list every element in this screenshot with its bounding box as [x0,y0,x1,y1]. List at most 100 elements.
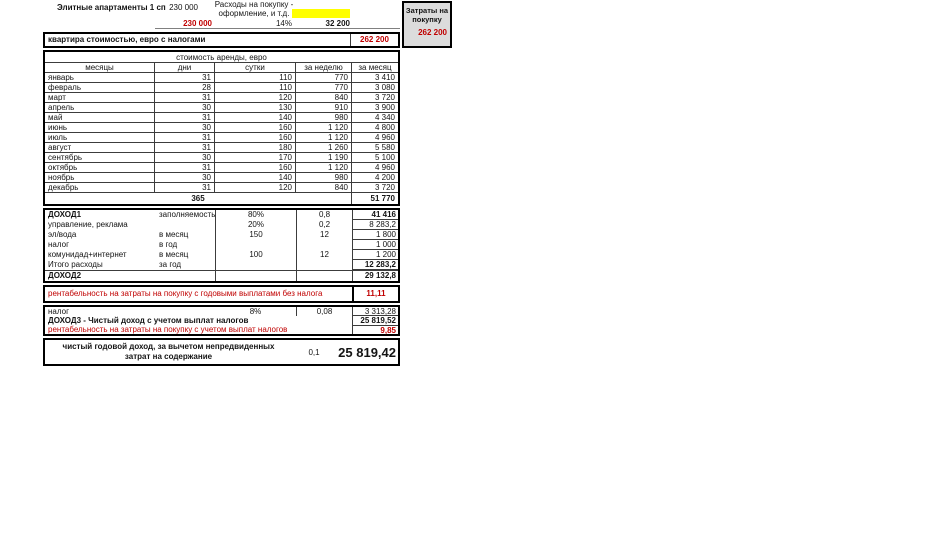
days-cell: 30 [155,123,215,133]
income-sublabel: в год [159,240,178,249]
income-sublabel: за год [159,260,182,269]
daily-rate-cell: 160 [215,133,296,143]
daily-rate-cell: 130 [215,103,296,113]
apartment-cost-row: квартира стоимостью, евро с налогами 262… [43,32,400,48]
monthly-total-cell: 3 720 [352,93,398,103]
net-income-label: чистый годовой доход, за вычетом непредв… [62,342,275,361]
income-factor-1: 80% [215,210,296,220]
month-name: январь [45,73,155,83]
income-factor-1: 20% [215,220,296,230]
monthly-total-cell: 4 960 [352,133,398,143]
month-row: октябрь 31 160 1 120 4 960 [45,163,398,173]
income-label: Итого расходы за год [45,260,215,270]
income-factor-2: 0,8 [296,210,352,220]
total-days: 365 [45,193,352,204]
month-row: январь 31 110 770 3 410 [45,73,398,83]
daily-rate-cell: 160 [215,163,296,173]
income-label: налог в год [45,240,215,250]
dohod3-value: 25 819,52 [352,316,398,325]
income-row-dohod2: ДОХОД2 29 132,8 [45,270,398,281]
net-income-value: 25 819,42 [338,344,396,360]
monthly-total-cell: 5 100 [352,153,398,163]
days-cell: 31 [155,183,215,193]
profitability-before-tax-row: рентабельность на затраты на покупку с г… [43,285,400,303]
weekly-rate-cell: 1 120 [296,133,352,143]
income-factor-1 [215,240,296,250]
days-cell: 28 [155,83,215,93]
days-cell: 31 [155,73,215,83]
income-row-management: управление, реклама 20% 0,2 8 283,2 [45,220,398,230]
income-factor-1 [215,260,296,270]
monthly-total-cell: 3 900 [352,103,398,113]
income-label-text: управление, реклама [48,220,128,229]
weekly-rate-cell: 910 [296,103,352,113]
tax-label: налог [48,307,69,316]
month-row: август 31 180 1 260 5 580 [45,143,398,153]
fees-percent: 14% [275,19,292,28]
header-divider [155,28,400,29]
weekly-rate-cell: 840 [296,183,352,193]
purchase-price: 230 000 [169,3,198,12]
weekly-rate-cell: 980 [296,113,352,123]
income-row-tax: налог в год 1 000 [45,240,398,250]
purchase-costs-box: Затраты на покупку 262 200 [402,1,452,48]
income-value: 29 132,8 [352,271,398,281]
income-value: 1 200 [352,250,398,260]
income-label-text: налог [48,240,69,249]
income-factor-1: 100 [215,250,296,260]
days-cell: 31 [155,143,215,153]
daily-rate-cell: 170 [215,153,296,163]
income-label-text: эл/вода [48,230,77,239]
month-row: ноябрь 30 140 980 4 200 [45,173,398,183]
income-row-community: комунидад+интернет в месяц 100 12 1 200 [45,250,398,260]
income-factor-2 [296,260,352,270]
days-cell: 31 [155,133,215,143]
expenses-highlight-cell [292,9,350,18]
rent-table-title: стоимость аренды, евро [45,52,398,63]
month-name: июль [45,133,155,143]
tax-rate-decimal: 0,08 [296,307,352,316]
income-factor-2 [296,271,352,281]
income-factor-1: 150 [215,230,296,240]
main-table-column: стоимость аренды, евро месяцы дни сутки … [43,50,400,366]
monthly-total-cell: 4 340 [352,113,398,123]
income-value: 12 283,2 [352,260,398,270]
weekly-rate-cell: 1 190 [296,153,352,163]
income-sublabel: в месяц [159,230,189,239]
income-label-text: ДОХОД2 [48,271,82,280]
total-rent-year: 51 770 [370,194,395,203]
income-row-utilities: эл/вода в месяц 150 12 1 800 [45,230,398,240]
monthly-total-cell: 5 580 [352,143,398,153]
month-row: март 31 120 840 3 720 [45,93,398,103]
daily-rate-cell: 120 [215,183,296,193]
income-label: эл/вода в месяц [45,230,215,240]
profitability-after-tax-row: рентабельность на затраты на покупку с у… [45,325,398,335]
net-income-coefficient: 0,1 [308,347,320,357]
month-name: октябрь [45,163,155,173]
days-cell: 31 [155,93,215,103]
income-label: ДОХОД2 [45,271,215,281]
fees-amount: 32 200 [325,19,350,28]
days-cell: 30 [155,173,215,183]
monthly-total-cell: 4 960 [352,163,398,173]
income-factor-2: 12 [296,230,352,240]
month-name: май [45,113,155,123]
weekly-rate-cell: 980 [296,173,352,183]
weekly-rate-cell: 840 [296,93,352,103]
month-row: июль 31 160 1 120 4 960 [45,133,398,143]
daily-rate-cell: 180 [215,143,296,153]
weekly-rate-cell: 770 [296,83,352,93]
income-value: 41 416 [352,210,398,220]
days-cell: 31 [155,113,215,123]
month-name: ноябрь [45,173,155,183]
tax-amount: 3 313,28 [352,307,398,316]
tax-row: налог 8% 0,08 3 313,28 [45,307,398,316]
month-name: сентябрь [45,153,155,163]
daily-rate-cell: 110 [215,73,296,83]
monthly-total-cell: 3 720 [352,183,398,193]
col-header-monthly: за месяц [352,63,398,73]
daily-rate-cell: 140 [215,113,296,123]
days-cell: 30 [155,153,215,163]
profitability-after-tax-label: рентабельность на затраты на покупку с у… [48,325,288,334]
